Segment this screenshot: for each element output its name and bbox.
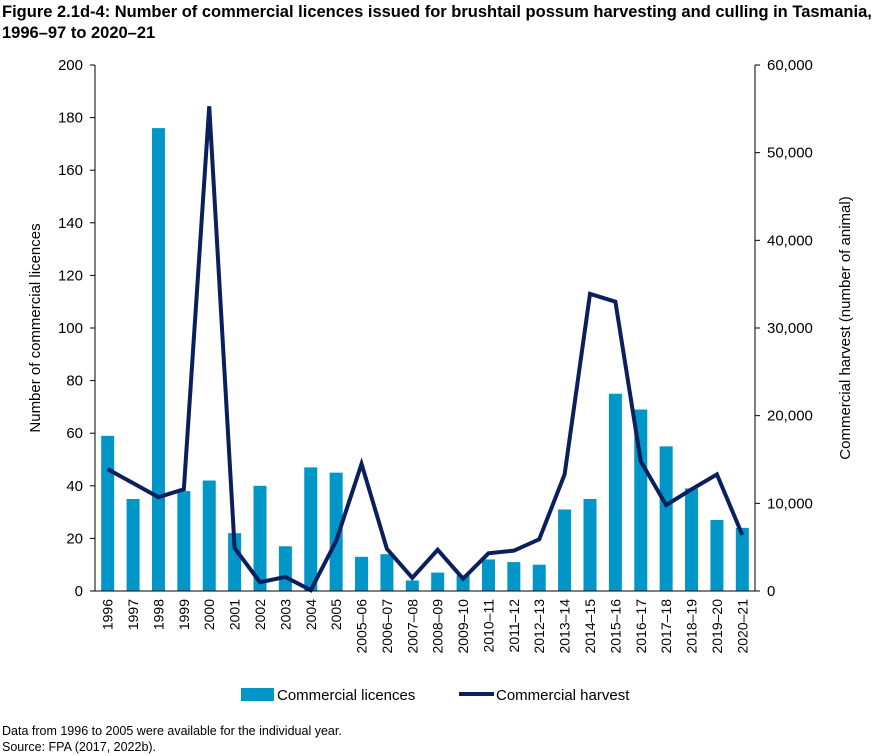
y-tick-label: 100 <box>58 320 83 337</box>
x-tick-label: 1996 <box>100 599 116 630</box>
y2-tick-label: 0 <box>767 583 775 600</box>
x-tick-label: 2006–07 <box>379 599 395 654</box>
bar-2020–21 <box>735 527 749 591</box>
x-tick-label: 2012–13 <box>531 599 547 654</box>
x-tick-label: 2018–19 <box>684 599 700 654</box>
y-tick-label: 180 <box>58 110 83 127</box>
y2-tick-label: 30,000 <box>767 320 813 337</box>
x-tick-label: 2017–18 <box>658 599 674 654</box>
bar-2003 <box>278 546 292 591</box>
legend-line-label: Commercial harvest <box>496 687 630 704</box>
bar-2014–15 <box>583 498 597 591</box>
harvest-line <box>106 106 745 593</box>
y2-tick-label: 50,000 <box>767 145 813 162</box>
bar-2018–19 <box>685 488 699 591</box>
bar-2000 <box>202 480 216 591</box>
y-tick-label: 0 <box>75 583 83 600</box>
bar-2005 <box>329 472 343 591</box>
bar-1997 <box>126 498 140 591</box>
x-tick-label: 2001 <box>227 599 243 630</box>
x-tick-label: 1999 <box>176 599 192 630</box>
x-tick-label: 2019–20 <box>709 599 725 654</box>
y-tick-label: 160 <box>58 162 83 179</box>
bar-2006–07 <box>380 554 394 591</box>
bar-2015–16 <box>608 393 622 591</box>
x-tick-label: 1998 <box>150 599 166 630</box>
x-tick-label: 2011–12 <box>506 599 522 653</box>
bar-2001 <box>228 533 242 591</box>
y-tick-label: 20 <box>66 530 83 547</box>
bar-2016–17 <box>634 409 648 591</box>
bar-2017–18 <box>659 446 673 591</box>
bar-2008–09 <box>431 572 445 591</box>
y-axis-label: Number of commercial licences <box>27 223 44 432</box>
y-tick-label: 60 <box>66 425 83 442</box>
x-tick-label: 2020–21 <box>734 599 750 654</box>
x-tick-label: 2000 <box>201 599 217 630</box>
x-tick-label: 2005 <box>328 599 344 630</box>
bar-2007–08 <box>405 580 419 591</box>
x-tick-label: 2016–17 <box>633 599 649 654</box>
y-tick-label: 140 <box>58 215 83 232</box>
x-tick-label: 2013–14 <box>557 599 573 654</box>
x-tick-label: 2014–15 <box>582 599 598 654</box>
legend-bar-swatch <box>241 688 274 701</box>
data-note: Data from 1996 to 2005 were available fo… <box>2 724 342 738</box>
bar-2010–11 <box>481 559 495 591</box>
x-tick-label: 2003 <box>277 599 293 630</box>
x-tick-label: 2005–06 <box>354 599 370 654</box>
y2-tick-label: 40,000 <box>767 232 813 249</box>
bar-2005–06 <box>355 556 369 591</box>
x-tick-label: 1997 <box>125 599 141 630</box>
x-tick-label: 2004 <box>303 599 319 630</box>
x-tick-label: 2008–09 <box>430 599 446 654</box>
bar-2013–14 <box>558 509 572 591</box>
y2-tick-label: 10,000 <box>767 495 813 512</box>
bar-2011–12 <box>507 562 521 591</box>
x-tick-label: 2002 <box>252 599 268 630</box>
bar-1999 <box>177 491 191 591</box>
chart-title: Figure 2.1d-4: Number of commercial lice… <box>2 3 872 42</box>
y2-tick-label: 20,000 <box>767 408 813 425</box>
bar-1996 <box>101 435 115 591</box>
y2-axis-label: Commercial harvest (number of animal) <box>837 196 854 459</box>
source-note: Source: FPA (2017, 2022b). <box>2 740 157 754</box>
x-tick-label: 2010–11 <box>480 599 496 653</box>
y-tick-label: 40 <box>66 478 83 495</box>
y-tick-label: 120 <box>58 267 83 284</box>
bar-1998 <box>151 128 165 591</box>
y-tick-label: 80 <box>66 373 83 390</box>
x-tick-label: 2015–16 <box>607 599 623 654</box>
bar-2002 <box>253 485 267 591</box>
x-tick-label: 2009–10 <box>455 599 471 654</box>
bar-2004 <box>304 467 318 591</box>
y2-tick-label: 60,000 <box>767 57 813 74</box>
y-tick-label: 200 <box>58 57 83 74</box>
bar-2019–20 <box>710 519 724 591</box>
x-tick-label: 2007–08 <box>404 599 420 654</box>
bar-2009–10 <box>456 575 470 591</box>
legend-bar-label: Commercial licences <box>277 687 415 704</box>
bar-2012–13 <box>532 564 546 591</box>
